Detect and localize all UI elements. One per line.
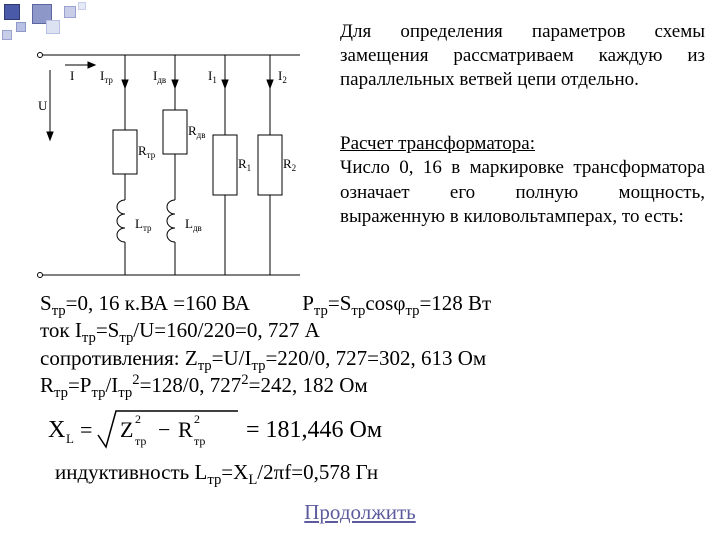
reactance-formula: X L = Z 2 тр − R 2 тр = 181,446 Ом: [48, 405, 408, 453]
svg-text:R: R: [178, 417, 193, 442]
calculation-block: Sтр=0, 16 к.ВА =160 ВА Ртр=Sтрcosφтр=128…: [40, 290, 705, 399]
svg-text:Iтр: Iтр: [100, 68, 113, 85]
intro-paragraph: Для определения параметров схемы замещен…: [340, 20, 705, 91]
svg-text:Lтр: Lтр: [135, 216, 152, 233]
decor-square: [64, 6, 76, 18]
svg-text:I2: I2: [278, 68, 287, 85]
svg-text:I1: I1: [208, 68, 217, 85]
svg-text:U: U: [38, 98, 48, 113]
circuit-diagram: I U Iтр Iдв I1 I2 Rтр Rдв R1 R2 Lтр Lдв: [30, 40, 330, 290]
slide-page: I U Iтр Iдв I1 I2 Rтр Rдв R1 R2 Lтр Lдв …: [0, 0, 720, 540]
svg-text:−: −: [158, 417, 170, 442]
decor-square: [16, 22, 26, 32]
svg-text:тр: тр: [135, 434, 146, 448]
calc-line1-left: Sтр=0, 16 к.ВА =160 ВА: [40, 291, 250, 315]
svg-text:Rдв: Rдв: [188, 123, 206, 140]
decor-square: [2, 30, 12, 40]
svg-text:=: =: [80, 417, 92, 442]
continue-link[interactable]: Продолжить: [304, 500, 415, 524]
calc-line3: сопротивления: Zтр=U/Iтр=220/0, 727=302,…: [40, 346, 486, 370]
circuit-svg: I U Iтр Iдв I1 I2 Rтр Rдв R1 R2 Lтр Lдв: [30, 40, 330, 290]
continue-link-wrap: Продолжить: [0, 500, 720, 525]
decor-square: [4, 4, 20, 20]
inductance-line: индуктивность Lтр=XL/2πf=0,578 Гн: [55, 460, 695, 485]
svg-text:R1: R1: [238, 156, 251, 173]
subsection-heading: Расчет трансформатора:: [340, 133, 535, 154]
svg-text:тр: тр: [194, 434, 205, 448]
transformer-paragraph: Расчет трансформатора: Число 0, 16 в мар…: [340, 132, 705, 229]
calc-line1-right: Ртр=Sтрcosφтр=128 Вт: [302, 291, 491, 315]
svg-text:X: X: [48, 417, 65, 443]
calc-line2: ток Iтр=Sтр/U=160/220=0, 727 А: [40, 318, 320, 342]
formula-value: = 181,446 Ом: [246, 417, 382, 443]
svg-text:Iдв: Iдв: [153, 68, 166, 85]
svg-text:R2: R2: [283, 156, 296, 173]
svg-text:L: L: [66, 431, 74, 446]
svg-text:Rтр: Rтр: [138, 143, 156, 160]
svg-text:2: 2: [135, 412, 141, 426]
svg-text:2: 2: [194, 412, 200, 426]
svg-text:I: I: [70, 68, 74, 83]
svg-text:Lдв: Lдв: [185, 216, 202, 233]
calc-line4: Rтр=Ртр/Iтр2=128/0, 7272=242, 182 Ом: [40, 373, 368, 397]
decor-square: [78, 2, 86, 10]
decor-square: [46, 20, 60, 34]
svg-text:Z: Z: [120, 417, 133, 442]
intro2-body: Число 0, 16 в маркировке трансформатора …: [340, 157, 705, 227]
